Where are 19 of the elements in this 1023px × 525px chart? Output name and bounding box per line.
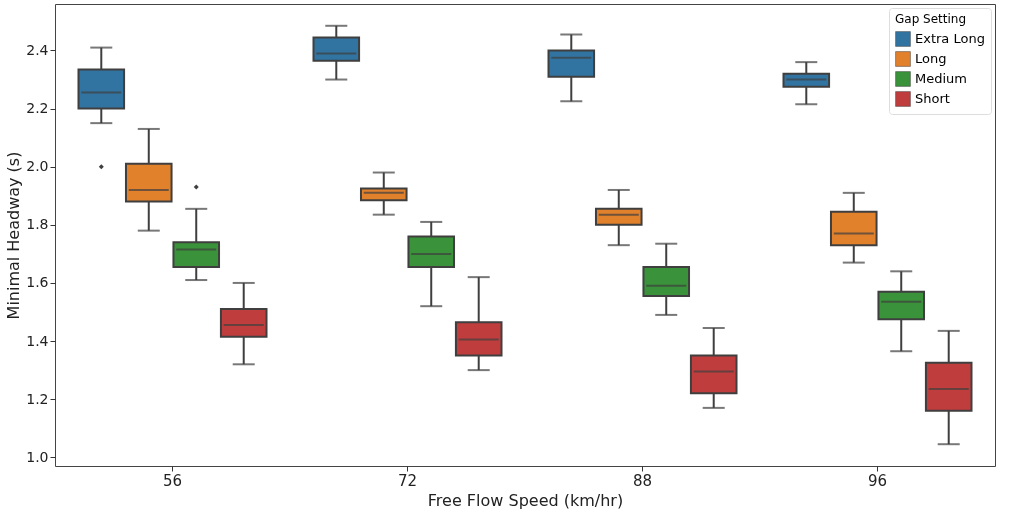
x-tick-label: 56	[162, 471, 183, 490]
y-tick-label: 1.8	[26, 216, 49, 233]
legend-title: Gap Setting	[895, 12, 967, 26]
y-tick-label: 2.2	[26, 100, 49, 117]
x-tick-label: 96	[867, 471, 888, 490]
y-tick-label: 1.2	[26, 390, 49, 407]
legend-label: Long	[915, 51, 947, 66]
legend-label: Medium	[915, 71, 967, 86]
y-tick-label: 1.4	[26, 332, 49, 349]
legend-label: Short	[915, 91, 950, 106]
legend-label: Extra Long	[915, 31, 985, 46]
y-tick-label: 2.4	[26, 41, 49, 58]
y-axis-title: Minimal Headway (s)	[4, 151, 24, 320]
y-tick-label: 1.6	[26, 274, 49, 291]
y-tick-label: 1.0	[26, 448, 49, 465]
x-axis-title: Free Flow Speed (km/hr)	[427, 490, 624, 510]
x-tick-label: 88	[632, 471, 653, 490]
x-tick-label: 72	[397, 471, 418, 490]
y-tick-label: 2.0	[26, 158, 49, 175]
